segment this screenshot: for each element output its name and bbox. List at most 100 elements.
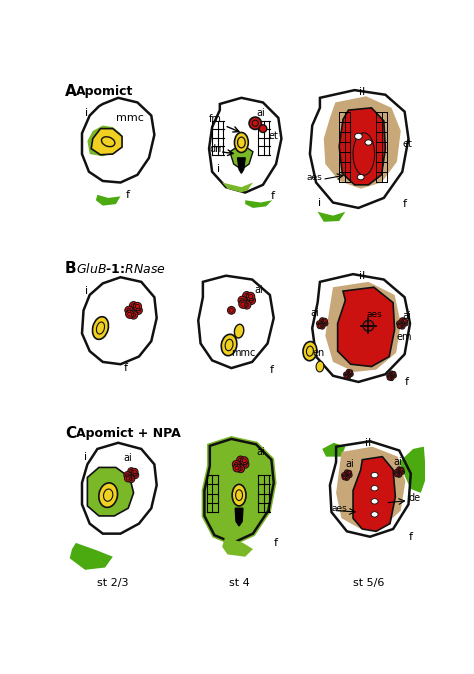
Ellipse shape bbox=[346, 369, 351, 374]
Ellipse shape bbox=[128, 468, 135, 474]
Text: mmc: mmc bbox=[116, 113, 144, 123]
Polygon shape bbox=[87, 125, 122, 156]
Ellipse shape bbox=[397, 472, 402, 477]
Ellipse shape bbox=[322, 318, 328, 324]
Text: aes: aes bbox=[307, 173, 323, 181]
Ellipse shape bbox=[392, 373, 396, 378]
Polygon shape bbox=[87, 468, 134, 516]
Ellipse shape bbox=[129, 301, 138, 310]
Ellipse shape bbox=[394, 472, 400, 477]
Ellipse shape bbox=[387, 375, 392, 380]
Ellipse shape bbox=[99, 483, 118, 508]
Ellipse shape bbox=[232, 460, 240, 468]
Ellipse shape bbox=[346, 375, 351, 379]
Text: st 4: st 4 bbox=[228, 578, 249, 588]
Ellipse shape bbox=[345, 475, 349, 481]
Ellipse shape bbox=[397, 467, 402, 472]
Text: f: f bbox=[405, 377, 409, 387]
Ellipse shape bbox=[232, 485, 246, 506]
Ellipse shape bbox=[400, 324, 405, 329]
Text: em: em bbox=[397, 332, 412, 342]
Ellipse shape bbox=[322, 321, 328, 326]
Ellipse shape bbox=[319, 317, 325, 323]
Polygon shape bbox=[222, 537, 253, 557]
Polygon shape bbox=[324, 96, 401, 189]
Text: ai: ai bbox=[257, 109, 265, 118]
Text: st 5/6: st 5/6 bbox=[353, 578, 384, 588]
Ellipse shape bbox=[394, 470, 399, 474]
Text: i: i bbox=[217, 164, 220, 175]
Text: st 2/3: st 2/3 bbox=[97, 578, 128, 588]
Ellipse shape bbox=[246, 293, 255, 301]
Ellipse shape bbox=[132, 472, 139, 479]
Text: f: f bbox=[271, 191, 274, 202]
Ellipse shape bbox=[128, 476, 135, 483]
Ellipse shape bbox=[357, 175, 364, 180]
Ellipse shape bbox=[237, 465, 245, 472]
Ellipse shape bbox=[241, 460, 249, 468]
Ellipse shape bbox=[389, 376, 394, 381]
Ellipse shape bbox=[237, 456, 245, 464]
Ellipse shape bbox=[371, 512, 378, 517]
Polygon shape bbox=[222, 183, 253, 193]
Text: Apomict: Apomict bbox=[76, 85, 133, 98]
Polygon shape bbox=[235, 508, 243, 526]
Ellipse shape bbox=[345, 470, 349, 475]
Polygon shape bbox=[230, 144, 253, 169]
Ellipse shape bbox=[317, 324, 322, 329]
Ellipse shape bbox=[125, 306, 133, 315]
Text: A: A bbox=[65, 84, 77, 99]
Ellipse shape bbox=[243, 301, 251, 309]
Text: et: et bbox=[402, 139, 412, 149]
Text: fm: fm bbox=[209, 115, 222, 125]
Ellipse shape bbox=[392, 371, 396, 376]
Text: ai: ai bbox=[310, 307, 319, 317]
Ellipse shape bbox=[129, 311, 138, 319]
Ellipse shape bbox=[342, 472, 346, 478]
Ellipse shape bbox=[400, 470, 404, 474]
Text: Apomict + NPA: Apomict + NPA bbox=[76, 427, 181, 440]
Polygon shape bbox=[318, 212, 346, 222]
Ellipse shape bbox=[348, 370, 353, 375]
Text: il: il bbox=[359, 87, 365, 96]
Ellipse shape bbox=[134, 306, 142, 315]
Ellipse shape bbox=[402, 318, 408, 324]
Polygon shape bbox=[325, 282, 401, 372]
Text: il: il bbox=[365, 438, 372, 448]
Ellipse shape bbox=[365, 140, 372, 145]
Polygon shape bbox=[96, 195, 120, 206]
Text: ai: ai bbox=[255, 284, 263, 295]
Ellipse shape bbox=[400, 317, 405, 323]
Text: ai: ai bbox=[256, 447, 265, 457]
Ellipse shape bbox=[239, 300, 247, 308]
Ellipse shape bbox=[344, 374, 348, 379]
Polygon shape bbox=[336, 447, 405, 529]
Ellipse shape bbox=[234, 324, 244, 338]
Polygon shape bbox=[322, 443, 346, 457]
Ellipse shape bbox=[371, 485, 378, 491]
Ellipse shape bbox=[249, 117, 261, 129]
Text: aes: aes bbox=[366, 309, 382, 319]
Ellipse shape bbox=[238, 296, 246, 305]
Ellipse shape bbox=[240, 457, 248, 464]
Text: mmc: mmc bbox=[231, 348, 256, 358]
Text: i: i bbox=[85, 109, 88, 118]
Text: f: f bbox=[124, 363, 128, 373]
Text: en: en bbox=[312, 348, 325, 358]
Text: i: i bbox=[318, 197, 321, 208]
Ellipse shape bbox=[397, 321, 402, 326]
Text: ai: ai bbox=[402, 311, 411, 321]
Ellipse shape bbox=[317, 321, 322, 326]
Text: et: et bbox=[268, 131, 278, 142]
Text: $\it{GluB}$-1:$\it{RNase}$: $\it{GluB}$-1:$\it{RNase}$ bbox=[76, 262, 166, 276]
Ellipse shape bbox=[319, 324, 325, 329]
Ellipse shape bbox=[133, 303, 142, 311]
Polygon shape bbox=[204, 439, 273, 543]
Ellipse shape bbox=[228, 307, 235, 314]
Polygon shape bbox=[339, 108, 385, 185]
Text: il: il bbox=[359, 271, 365, 280]
Polygon shape bbox=[353, 457, 395, 531]
Text: ai: ai bbox=[124, 453, 132, 463]
Ellipse shape bbox=[131, 468, 138, 475]
Text: B: B bbox=[65, 262, 77, 276]
